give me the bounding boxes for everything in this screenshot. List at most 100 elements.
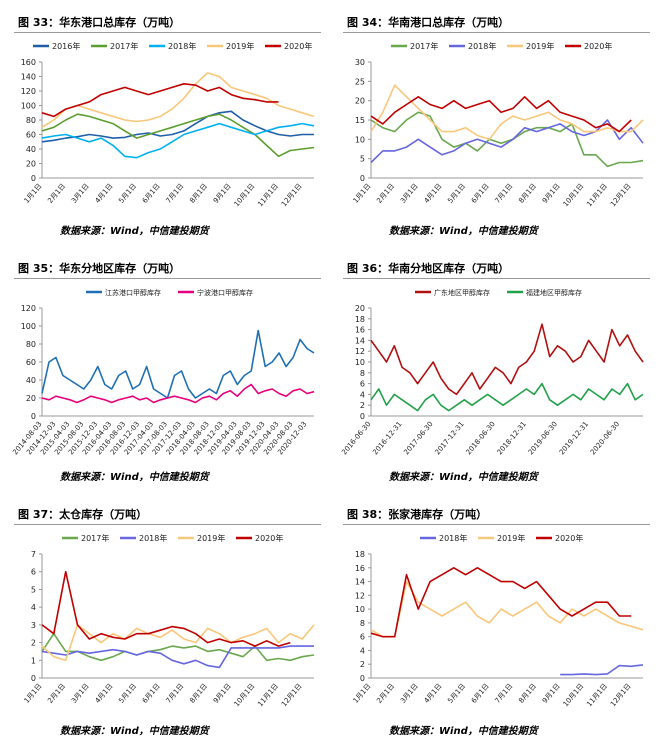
legend-label: 2018年 — [439, 533, 467, 543]
chart-panel: 图 38：张家港库存（万吨） 数据来源：Wind，中信建投期货 0 2 4 6 8 10 12 1… — [329, 492, 658, 746]
y-tick-label: 40 — [26, 145, 36, 154]
series-line — [370, 382, 644, 412]
y-tick-label: 0 — [360, 674, 365, 683]
source-note: 数据来源：Wind，中信建投期货 — [389, 726, 538, 737]
x-tick-label: 5月1日 — [446, 682, 467, 705]
x-tick-label: 6月1日 — [470, 682, 491, 705]
x-tick-label: 2017-12-31 — [434, 420, 466, 456]
series-line — [370, 119, 644, 164]
caption-rule — [343, 32, 650, 33]
x-tick-label: 9月1日 — [541, 182, 562, 205]
y-tick-label: 10 — [355, 135, 365, 144]
y-tick-label: 20 — [355, 97, 365, 106]
y-tick-label: 60 — [26, 358, 36, 367]
x-tick-label: 9月1日 — [212, 182, 233, 205]
x-tick-label: 11月1日 — [585, 182, 609, 208]
x-tick-label: 5月1日 — [117, 682, 138, 705]
x-tick-label: 2017-06-30 — [402, 420, 434, 456]
y-tick-label: 80 — [26, 116, 36, 125]
series-line — [41, 110, 314, 143]
y-tick-label: 14 — [355, 578, 365, 587]
x-tick-label: 2018-12-31 — [496, 420, 528, 456]
y-tick-label: 3 — [31, 621, 36, 630]
legend-label: 宁波港口甲醇库存 — [197, 288, 253, 297]
y-tick-label: 100 — [21, 102, 36, 111]
x-tick-label: 7月1日 — [165, 182, 186, 205]
series-line — [41, 383, 315, 404]
y-tick-label: 15 — [355, 116, 365, 125]
chart-panel: 图 36：华南分地区库存（万吨） 数据来源：Wind，中信建投期货 0 2 4 6 8 10 1… — [329, 246, 658, 492]
legend-label: 2018年 — [468, 41, 496, 51]
y-tick-label: 160 — [21, 58, 36, 67]
legend-label: 2020年 — [584, 41, 612, 51]
y-tick-label: 12 — [355, 591, 365, 600]
x-tick-label: 8月1日 — [188, 682, 209, 705]
x-tick-label: 2月1日 — [46, 182, 67, 205]
legend-label: 江苏港口甲醇库存 — [105, 288, 161, 297]
y-tick-label: 0 — [31, 174, 36, 183]
x-tick-label: 2016-12-31 — [371, 420, 403, 456]
x-tick-label: 6月1日 — [141, 182, 162, 205]
y-tick-label: 120 — [21, 87, 36, 96]
source-note: 数据来源：Wind，中信建投期货 — [60, 226, 209, 237]
y-tick-label: 5 — [31, 585, 36, 594]
x-tick-label: 8月1日 — [188, 182, 209, 205]
x-tick-label: 2019-06-30 — [527, 420, 559, 456]
chart-caption: 图 36：华南分地区库存（万吨） — [347, 262, 510, 275]
y-tick-label: 18 — [355, 315, 365, 324]
x-tick-label: 12月1日 — [280, 182, 304, 208]
x-tick-label: 11月1日 — [256, 182, 280, 208]
x-tick-label: 2月1日 — [46, 682, 67, 705]
x-tick-label: 1月1日 — [23, 182, 44, 205]
x-tick-label: 2020-06-30 — [589, 420, 621, 456]
y-tick-label: 18 — [355, 550, 365, 559]
x-tick-label: 3月1日 — [399, 182, 420, 205]
x-tick-label: 2018-06-30 — [465, 420, 497, 456]
x-tick-label: 4月1日 — [423, 182, 444, 205]
y-tick-label: 20 — [355, 304, 365, 313]
chart: 0 2 4 6 8 10 12 14 16 18 1月1日 2月1日 3月1日 4月1日 5月1日 6月1日 7… — [352, 533, 644, 708]
y-tick-label: 7 — [31, 550, 36, 559]
legend-label: 2019年 — [226, 41, 254, 51]
y-tick-label: 30 — [355, 58, 365, 67]
y-tick-label: 80 — [26, 340, 36, 349]
x-tick-label: 11月1日 — [585, 682, 609, 708]
legend-label: 2019年 — [197, 533, 225, 543]
source-note: 数据来源：Wind，中信建投期货 — [60, 726, 209, 737]
x-tick-label: 10月1日 — [233, 682, 257, 708]
y-tick-label: 16 — [355, 326, 365, 335]
legend-label: 2020年 — [284, 41, 312, 51]
y-tick-label: 140 — [21, 73, 36, 82]
series-line — [41, 72, 315, 128]
y-tick-label: 20 — [26, 160, 36, 169]
legend-label: 2017年 — [81, 533, 109, 543]
series-line — [41, 329, 315, 399]
y-tick-label: 2 — [360, 401, 365, 410]
y-tick-label: 20 — [26, 394, 36, 403]
x-tick-label: 7月1日 — [494, 182, 515, 205]
series-line — [370, 96, 632, 133]
chart-panel: 图 37：太仓库存（万吨） 数据来源：Wind，中信建投期货 0 1 2 3 4 5 6 7 1月1… — [0, 492, 329, 746]
x-tick-label: 4月1日 — [94, 682, 115, 705]
chart: 0 5 10 15 20 25 30 1月1日 2月1日 3月1日 4月1日 5月1日 6月1日 7月1日… — [352, 41, 644, 208]
x-tick-label: 9月1日 — [541, 682, 562, 705]
y-tick-label: 2 — [31, 639, 36, 648]
legend-label: 广东地区甲醇库存 — [434, 288, 490, 297]
series-line — [41, 122, 315, 159]
y-tick-label: 120 — [21, 304, 36, 313]
y-tick-label: 1 — [31, 656, 36, 665]
series-line — [41, 624, 315, 662]
y-tick-label: 8 — [360, 369, 365, 378]
y-tick-label: 16 — [355, 564, 365, 573]
x-tick-label: 8月1日 — [517, 682, 538, 705]
y-tick-label: 10 — [355, 358, 365, 367]
chart-caption: 图 34：华南港口总库存（万吨） — [347, 16, 510, 29]
chart: 024681012141618202016-06-302016-12-31201… — [340, 288, 644, 456]
x-tick-label: 6月1日 — [470, 182, 491, 205]
legend-label: 2020年 — [555, 533, 583, 543]
y-tick-label: 100 — [21, 322, 36, 331]
y-tick-label: 8 — [360, 619, 365, 628]
chart: 0 1 2 3 4 5 6 7 1月1日 2月1日 3月1日 4月1日 5月1日 6月1日 7月1日 8月1日… — [23, 533, 315, 708]
x-tick-label: 1月1日 — [352, 682, 373, 705]
